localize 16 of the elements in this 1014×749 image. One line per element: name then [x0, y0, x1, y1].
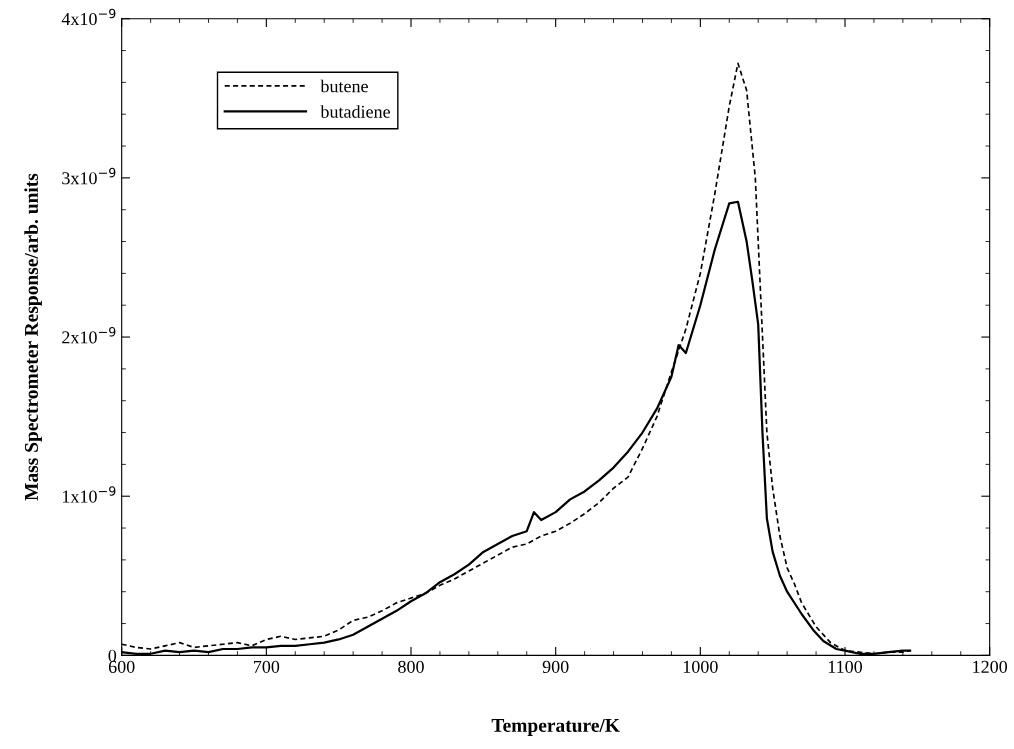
- x-tick-label: 1100: [828, 660, 863, 673]
- x-axis-title: Temperature/K: [491, 718, 620, 736]
- legend-label: butene: [320, 79, 368, 93]
- y-tick-label: 4x10$^{−9}$: [61, 8, 116, 26]
- y-axis-title: Mass Spectrometer Response/arb. units: [24, 173, 42, 501]
- x-tick-label: 1200: [973, 660, 1008, 673]
- x-tick-label: 1000: [683, 660, 718, 673]
- legend-label: butadiene: [320, 105, 390, 118]
- y-tick-label: 3x10$^{−9}$: [62, 167, 116, 185]
- x-tick-label: 800: [398, 660, 424, 673]
- y-tick-label: 1x10$^{−9}$: [62, 486, 116, 503]
- y-tick-label: 0: [108, 649, 117, 662]
- x-tick-label: 700: [253, 660, 280, 673]
- x-tick-label: 900: [542, 660, 569, 673]
- x-tick-label: 600: [108, 660, 135, 673]
- y-tick-label: 2x10$^{−9}$: [62, 327, 116, 344]
